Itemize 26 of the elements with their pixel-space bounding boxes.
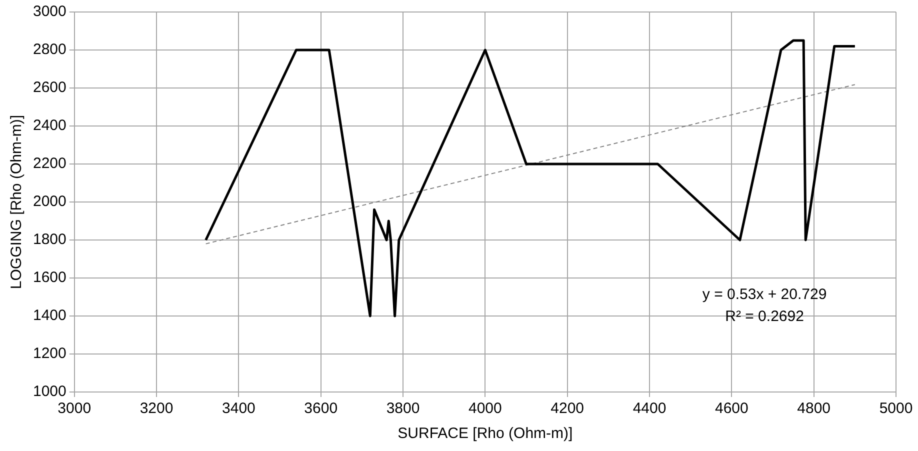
y-tick-label: 1000 (32, 383, 66, 400)
x-tick-label: 4400 (632, 400, 666, 418)
x-tick-label: 4200 (550, 400, 584, 418)
annotation: y = 0.53x + 20.729 (702, 286, 827, 304)
y-tick-label: 1800 (32, 231, 66, 248)
x-tick-label: 4800 (797, 400, 831, 418)
x-tick-label: 3800 (386, 400, 420, 418)
y-tick-label: 3000 (32, 3, 66, 20)
y-tick-label: 1200 (32, 345, 66, 362)
y-tick-label: 2800 (32, 41, 66, 58)
x-tick-label: 5000 (879, 400, 913, 418)
y-tick-label: 2200 (32, 155, 66, 172)
x-tick-label: 4000 (468, 400, 502, 418)
x-tick-label: 4600 (714, 400, 748, 418)
y-axis-title: LOGGING [Rho (Ohm-m)] (8, 114, 26, 290)
x-tick-label: 3400 (222, 400, 256, 418)
y-tick-label: 2600 (32, 79, 66, 96)
y-tick-label: 2000 (32, 193, 66, 210)
y-tick-label: 2400 (32, 117, 66, 134)
x-tick-label: 3000 (58, 400, 92, 418)
x-tick-label: 3600 (304, 400, 338, 418)
y-tick-label: 1400 (32, 307, 66, 324)
annotation: R² = 0.2692 (725, 308, 804, 326)
y-tick-label: 1600 (32, 269, 66, 286)
x-axis-title: SURFACE [Rho (Ohm-m)] (398, 425, 573, 442)
x-tick-label: 3200 (140, 400, 174, 418)
